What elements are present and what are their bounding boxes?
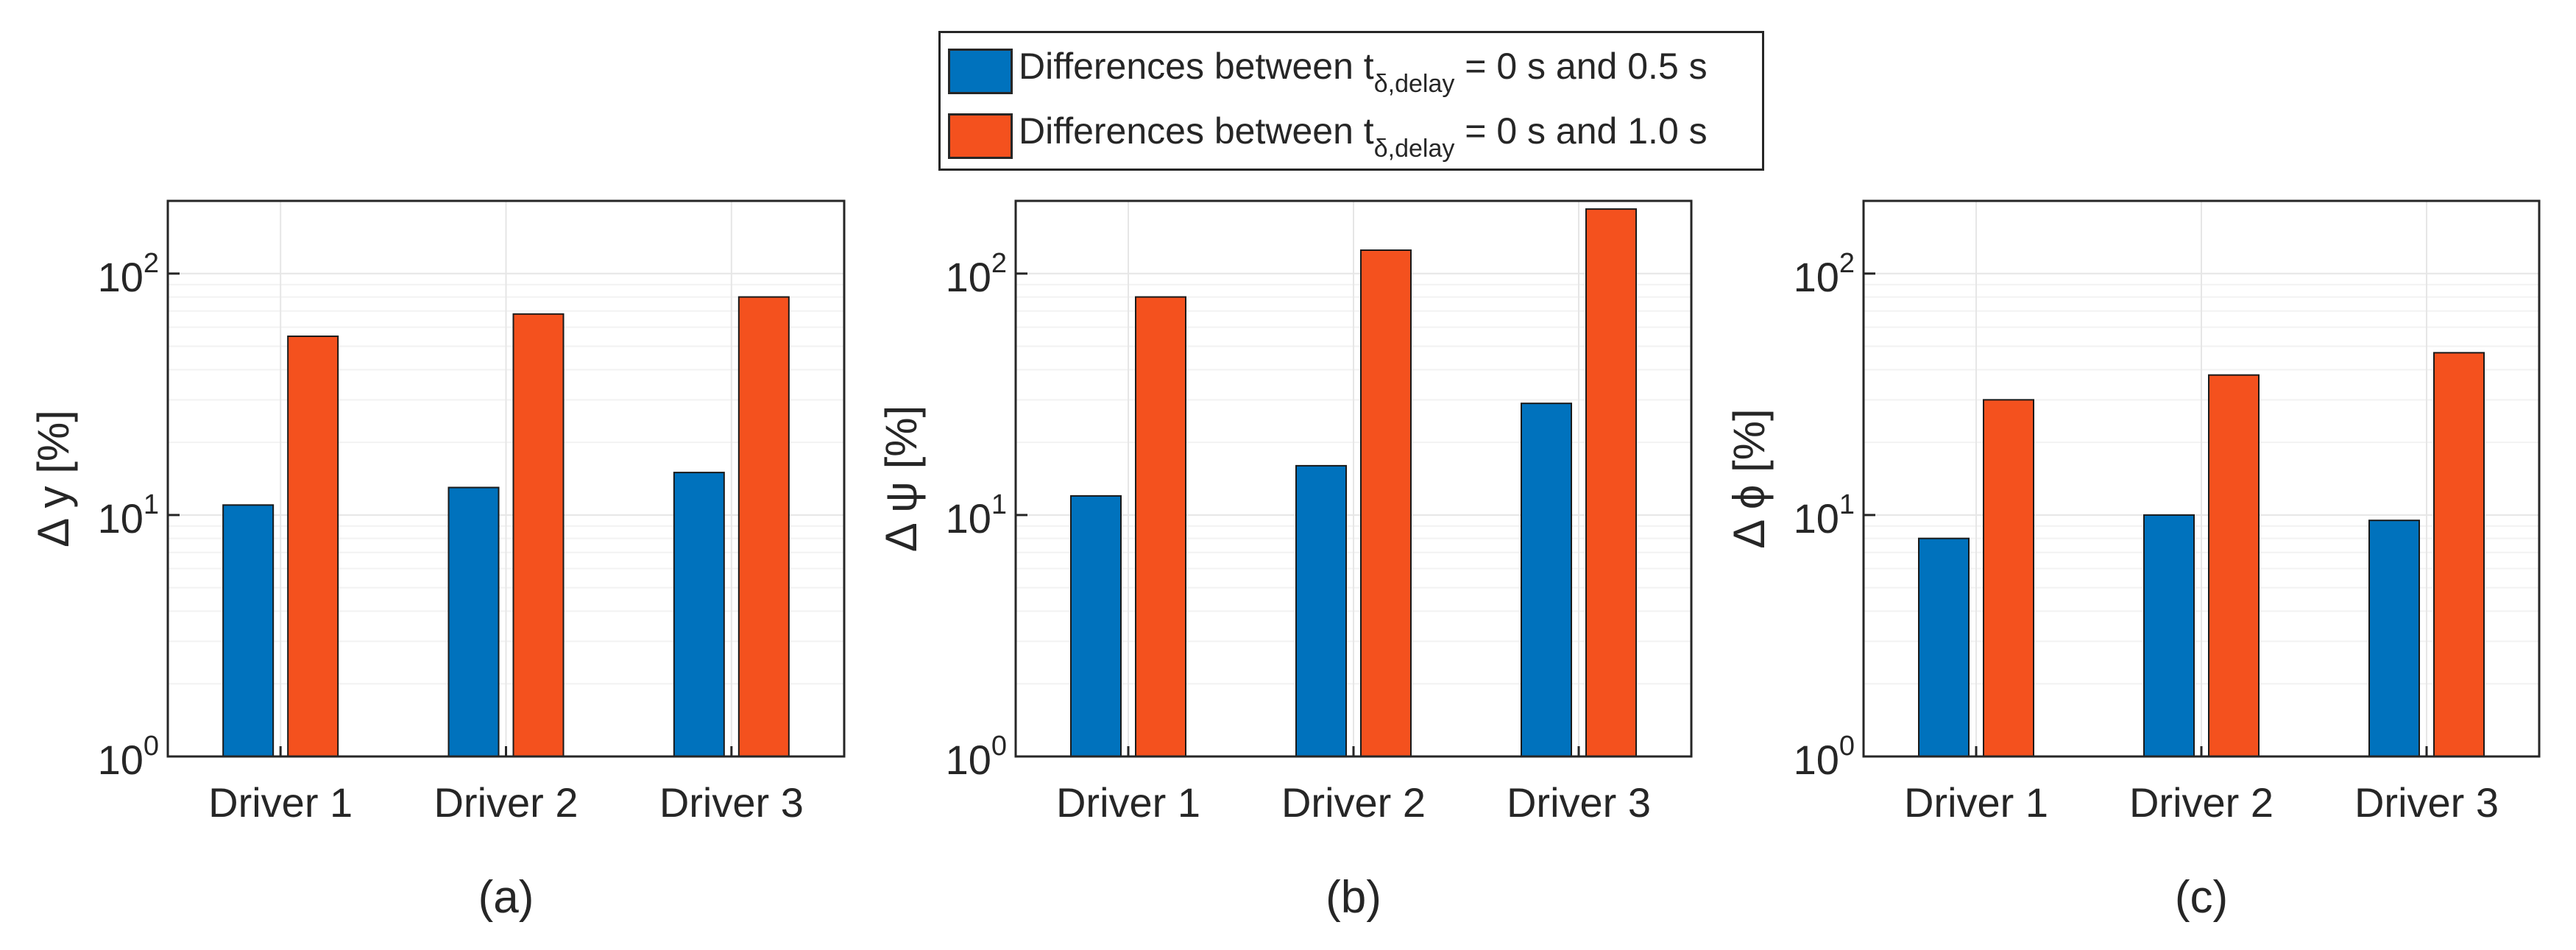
bar-driver-1-series-1 xyxy=(1070,495,1122,757)
x-tick-label: Driver 2 xyxy=(1281,779,1426,826)
y-tick-label: 100 xyxy=(98,731,159,783)
bar-driver-1-series-2 xyxy=(1983,399,2034,757)
legend-label-0-suffix: = 0 s and 0.5 s xyxy=(1454,45,1708,87)
legend-label-0-prefix: Differences between t xyxy=(1019,45,1374,87)
bar-driver-3-series-1 xyxy=(1521,403,1572,758)
legend-entry-0: Differences between tδ,delay = 0 s and 0… xyxy=(948,42,1708,101)
chart-panel-1: 100 101 102 Driver 1 Driver 2 Driver 3 Δ ψ [%]… xyxy=(877,199,1693,923)
legend-label-0: Differences between tδ,delay = 0 s and 0… xyxy=(1019,45,1708,99)
x-tick-label: Driver 2 xyxy=(2129,779,2274,826)
y-tick-label: 102 xyxy=(98,248,159,300)
x-tick-label: Driver 2 xyxy=(434,779,578,826)
y-axis-label: Δ y [%] xyxy=(29,410,78,547)
chart-panel-2: 100 101 102 Driver 1 Driver 2 Driver 3 Δ ϕ [%]… xyxy=(1724,199,2541,923)
bar-driver-2-series-2 xyxy=(1360,249,1412,757)
legend-label-1-sub: δ,delay xyxy=(1373,134,1455,163)
legend-label-1-prefix: Differences between t xyxy=(1019,110,1374,152)
legend-label-1-suffix: = 0 s and 1.0 s xyxy=(1454,110,1708,152)
bar-driver-2-series-1 xyxy=(447,486,500,758)
legend-label-0-sub: δ,delay xyxy=(1373,69,1455,98)
y-tick-label: 102 xyxy=(946,248,1007,300)
x-tick-label: Driver 3 xyxy=(1507,779,1651,826)
legend-entry-1: Differences between tδ,delay = 0 s and 1… xyxy=(948,107,1708,166)
y-tick-label: 100 xyxy=(1794,731,1855,783)
y-tick-label: 102 xyxy=(1794,248,1855,300)
chart-panel-0: 100 101 102 Driver 1 Driver 2 Driver 3 Δ y [%]… xyxy=(29,199,846,923)
legend-swatch-orange xyxy=(948,113,1013,159)
x-tick-label: Driver 3 xyxy=(2354,779,2499,826)
bar-driver-1-series-1 xyxy=(222,504,275,757)
panel-label: (a) xyxy=(478,872,534,923)
bar-driver-3-series-1 xyxy=(2368,520,2420,757)
legend-swatch-blue xyxy=(948,49,1013,94)
bar-driver-2-series-1 xyxy=(2143,514,2195,757)
y-tick-label: 100 xyxy=(946,731,1007,783)
legend-label-1: Differences between tδ,delay = 0 s and 1… xyxy=(1019,110,1708,163)
x-tick-label: Driver 1 xyxy=(208,779,353,826)
y-tick-label: 101 xyxy=(98,489,159,542)
x-tick-label: Driver 1 xyxy=(1904,779,2048,826)
bar-driver-3-series-1 xyxy=(673,472,725,758)
y-axis-label: Δ ϕ [%] xyxy=(1724,408,1774,548)
bar-driver-1-series-2 xyxy=(287,335,339,757)
y-tick-label: 101 xyxy=(1794,489,1855,542)
bar-driver-3-series-2 xyxy=(737,296,790,758)
bar-driver-2-series-2 xyxy=(2208,374,2260,757)
legend: Differences between tδ,delay = 0 s and 0… xyxy=(938,31,1764,171)
bar-driver-2-series-1 xyxy=(1295,464,1347,757)
bar-driver-1-series-2 xyxy=(1135,296,1186,758)
y-axis-label: Δ ψ [%] xyxy=(877,405,926,553)
panel-label: (c) xyxy=(2175,872,2228,923)
bar-driver-3-series-2 xyxy=(2433,352,2485,757)
bar-driver-3-series-2 xyxy=(1585,208,1637,757)
x-tick-label: Driver 1 xyxy=(1056,779,1200,826)
panel-label: (b) xyxy=(1326,872,1381,923)
bar-driver-2-series-2 xyxy=(512,313,565,758)
y-tick-label: 101 xyxy=(946,489,1007,542)
x-tick-label: Driver 3 xyxy=(659,779,804,826)
bar-driver-1-series-1 xyxy=(1918,537,1970,757)
